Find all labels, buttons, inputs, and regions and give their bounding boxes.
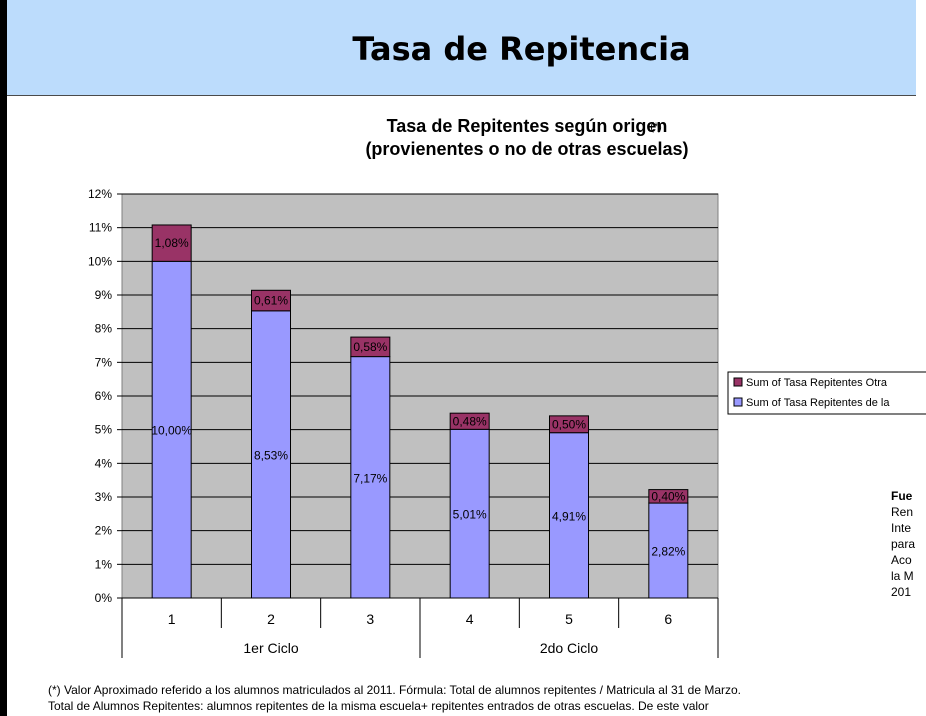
y-tick-label: 0% xyxy=(95,591,113,605)
x-tick-label: 3 xyxy=(366,611,374,627)
bar-top-label: 0,50% xyxy=(552,417,586,431)
y-tick-label: 7% xyxy=(95,355,113,369)
bar-base-segment xyxy=(251,310,291,599)
chart-title-line2: (provienentes o no de otras escuelas) xyxy=(365,139,688,159)
source-note-line: 201 xyxy=(891,585,911,599)
x-group-label: 2do Ciclo xyxy=(540,640,599,656)
bar-base-label: 8,53% xyxy=(254,448,288,462)
legend-swatch xyxy=(733,397,743,407)
x-tick-label: 4 xyxy=(466,611,474,627)
y-tick-label: 12% xyxy=(88,187,112,201)
bar-base-segment xyxy=(648,502,689,599)
left-edge-bar xyxy=(0,0,7,716)
legend-box xyxy=(727,371,926,415)
footnote-line-2: Total de Alumnos Repitentes: alumnos rep… xyxy=(48,699,709,713)
source-note-line: Ren xyxy=(891,505,913,519)
chart-title-line1: Tasa de Repitentes según origen xyxy=(387,116,668,136)
y-tick-label: 2% xyxy=(95,524,113,538)
bar-base-segment xyxy=(549,432,589,599)
bar-top-segment xyxy=(549,415,589,434)
x-tick-label: 1 xyxy=(168,611,176,627)
bar-base-label: 7,17% xyxy=(353,471,387,485)
bar-base-label: 10,00% xyxy=(151,424,192,438)
footnote-line-1: (*) Valor Aproximado referido a los alum… xyxy=(48,683,741,697)
header-divider xyxy=(7,95,916,96)
bar-top-segment xyxy=(449,412,490,430)
bar-top-label: 1,08% xyxy=(155,236,189,250)
legend-entry-label: Sum of Tasa Repitentes de la xyxy=(746,397,890,409)
bar-base-label: 4,91% xyxy=(552,509,586,523)
y-tick-label: 4% xyxy=(95,456,113,470)
bar-top-label: 0,48% xyxy=(453,414,487,428)
source-note-line: Fue xyxy=(891,489,913,503)
legend: Sum of Tasa Repitentes Otra Sum of Tasa R… xyxy=(727,371,926,415)
y-tick-label: 11% xyxy=(89,221,112,235)
y-tick-label: 6% xyxy=(95,389,113,403)
y-tick-label: 10% xyxy=(88,254,112,268)
y-tick-label: 9% xyxy=(95,288,113,302)
source-note-line: Inte xyxy=(891,521,911,535)
y-tick-label: 1% xyxy=(95,557,113,571)
bar-base-label: 5,01% xyxy=(453,508,487,522)
y-tick-label: 3% xyxy=(95,490,113,504)
x-tick-label: 5 xyxy=(565,611,573,627)
footnote: (*) Valor Aproximado referido a los alum… xyxy=(48,682,926,714)
source-note-line: Aco xyxy=(891,553,912,567)
legend-swatch xyxy=(733,377,743,387)
y-tick-label: 5% xyxy=(95,423,113,437)
y-tick-label: 8% xyxy=(95,322,113,336)
x-tick-label: 2 xyxy=(267,611,275,627)
bar-top-segment xyxy=(151,224,192,262)
bar-top-segment xyxy=(648,489,689,504)
bar-base-segment xyxy=(350,356,391,599)
bar-top-label: 0,61% xyxy=(254,294,288,308)
source-note-line: para xyxy=(891,537,915,551)
slide-header: Tasa de Repitencia xyxy=(7,0,916,95)
bar-top-label: 0,40% xyxy=(651,489,685,503)
bar-top-segment xyxy=(251,289,291,312)
source-note-line: la M xyxy=(891,569,914,583)
x-group-label: 1er Ciclo xyxy=(243,640,298,656)
bar-top-segment xyxy=(350,336,391,358)
page-title: Tasa de Repitencia xyxy=(352,30,691,68)
bar-top-label: 0,58% xyxy=(353,340,387,354)
source-note: Fue Ren Inte para Aco la M 201 xyxy=(891,489,915,599)
chart-title-marker: (*) xyxy=(650,121,662,133)
x-tick-label: 6 xyxy=(664,611,672,627)
plot-area: 0% 1% 2% 3% 4% 5% 6% 7% 8% 9% 10% 11% 12% 10,00% 1,08%… xyxy=(88,187,719,658)
bar-base-label: 2,82% xyxy=(651,545,685,559)
chart-title-text: Tasa de Repitentes según origen xyxy=(387,116,668,136)
legend-entry-label: Sum of Tasa Repitentes Otra xyxy=(746,377,888,389)
